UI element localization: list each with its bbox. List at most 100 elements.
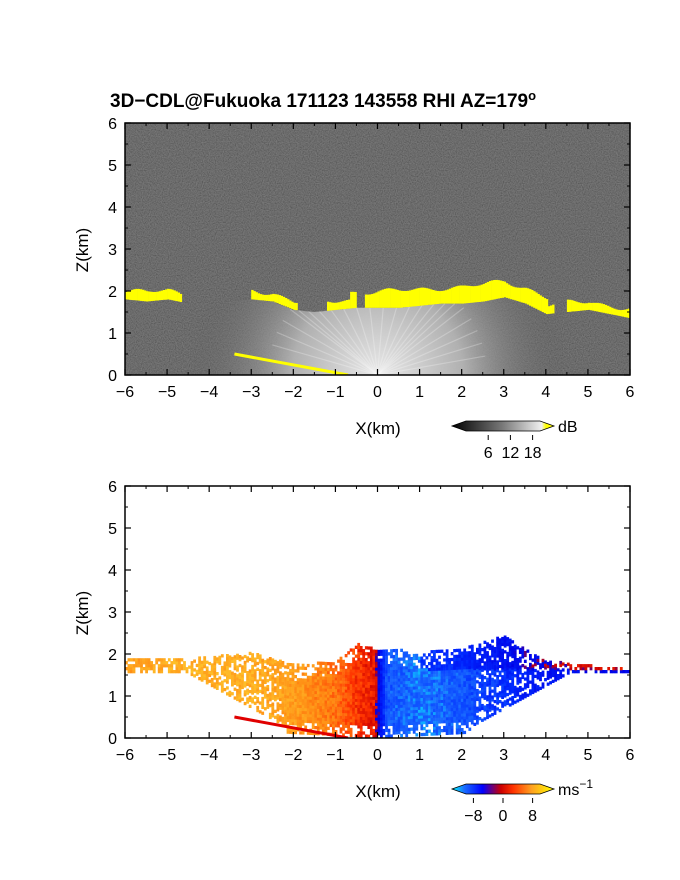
velocity-cell (319, 688, 323, 692)
velocity-cell (516, 669, 520, 674)
velocity-cell (473, 687, 477, 691)
velocity-cell (546, 676, 550, 680)
velocity-cell (334, 703, 338, 707)
velocity-cell (357, 698, 361, 703)
velocity-cell (246, 700, 249, 704)
velocity-cell (304, 681, 308, 685)
velocity-cell (513, 662, 517, 666)
velocity-cell (150, 667, 153, 671)
velocity-cell (349, 648, 353, 652)
velocity-cell (364, 666, 368, 671)
velocity-cell (422, 726, 426, 731)
velocity-cell (145, 667, 148, 671)
velocity-cell (352, 710, 355, 714)
velocity-cell (357, 666, 361, 670)
velocity-cell (430, 714, 434, 719)
velocity-cell (448, 672, 451, 676)
velocity-cell (316, 729, 320, 733)
echo-ray (377, 342, 483, 375)
velocity-cell (369, 661, 373, 665)
velocity-cell (392, 657, 396, 662)
velocity-cell (425, 676, 429, 681)
velocity-cell (463, 651, 467, 655)
velocity-cell (412, 668, 416, 672)
velocity-cell (304, 696, 308, 700)
velocity-cell (521, 696, 525, 700)
velocity-cell (362, 657, 366, 662)
velocity-cell (248, 675, 252, 679)
velocity-cell (375, 726, 378, 730)
velocity-cell (354, 681, 358, 685)
velocity-cell (521, 649, 525, 653)
velocity-cell (289, 707, 292, 711)
velocity-cell (289, 701, 292, 705)
velocity-cell (438, 732, 441, 736)
velocity-cell (491, 639, 494, 643)
velocity-cell (430, 650, 434, 654)
velocity-cell (395, 719, 398, 723)
velocity-cell (483, 646, 487, 650)
velocity-cell (152, 667, 156, 671)
velocity-cell (516, 666, 520, 671)
velocity-cell (347, 674, 350, 678)
velocity-cell (501, 704, 504, 708)
velocity-cell (170, 670, 174, 674)
velocity-cell (488, 693, 492, 698)
velocity-cell (344, 654, 348, 658)
velocity-cell (438, 702, 441, 706)
velocity-cell (193, 674, 196, 678)
velocity-cell (311, 690, 315, 694)
velocity-cell (478, 717, 482, 721)
velocity-cell (375, 652, 378, 656)
velocity-cell (465, 666, 469, 670)
velocity-cell (127, 658, 131, 662)
velocity-cell (470, 665, 474, 669)
velocity-cell (311, 673, 315, 677)
velocity-cell (354, 716, 358, 720)
velocity-cell (481, 686, 484, 690)
velocity-cell (304, 725, 308, 729)
velocity-cell (301, 731, 305, 735)
velocity-cell (369, 696, 373, 700)
velocity-cell (329, 720, 333, 725)
velocity-cell (286, 718, 290, 723)
velocity-cell (395, 698, 398, 703)
velocity-cell (488, 708, 492, 712)
velocity-cell (395, 651, 398, 656)
velocity-cell (470, 674, 474, 678)
velocity-cell (377, 685, 381, 689)
velocity-cell (486, 659, 489, 664)
velocity-cell (301, 693, 305, 697)
cloud-cell (293, 302, 296, 310)
velocity-cell (261, 661, 265, 665)
velocity-cell (571, 670, 575, 674)
velocity-cell (438, 726, 441, 730)
velocity-cell (458, 654, 462, 658)
velocity-cell (157, 658, 161, 662)
velocity-cell (248, 704, 252, 708)
velocity-cell (130, 670, 133, 674)
velocity-cell (198, 671, 201, 675)
velocity-cell (400, 728, 403, 732)
velocity-cell (417, 691, 421, 696)
velocity-cell (397, 707, 401, 711)
velocity-cell (231, 674, 234, 678)
velocity-cell (130, 667, 133, 671)
velocity-cell (460, 663, 464, 667)
velocity-cell (468, 645, 472, 649)
velocity-cell (443, 681, 446, 686)
velocity-cell (349, 721, 353, 726)
velocity-cell (405, 710, 409, 714)
velocity-cell (549, 672, 552, 676)
velocity-cell (493, 699, 497, 704)
velocity-cell (405, 695, 409, 699)
velocity-cell (420, 727, 424, 731)
velocity-cell (344, 674, 348, 678)
velocity-cell (357, 690, 361, 694)
velocity-cell (241, 671, 244, 675)
velocity-cell (460, 686, 464, 691)
velocity-cell (228, 676, 232, 680)
velocity-cell (314, 679, 318, 683)
velocity-cell (536, 655, 540, 659)
velocity-cell (268, 715, 272, 720)
